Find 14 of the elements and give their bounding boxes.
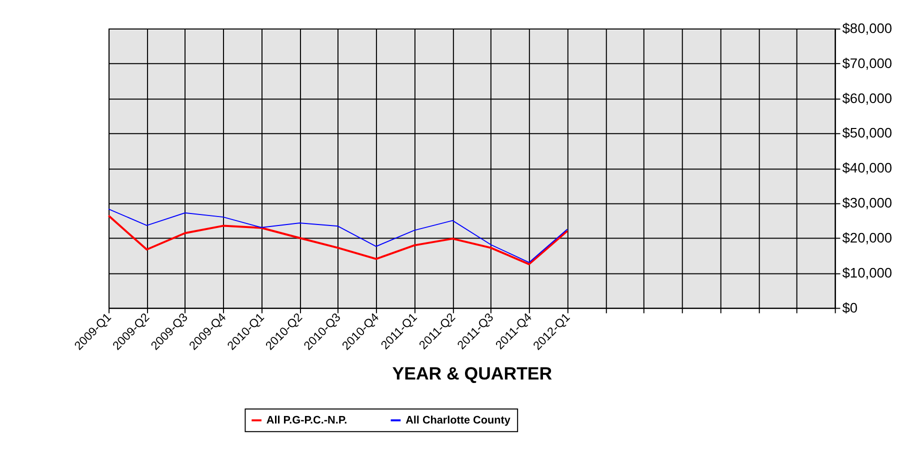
y-tick-label: $40,000 (842, 160, 892, 176)
x-axis-title: YEAR & QUARTER (392, 364, 552, 384)
y-tick-label: $80,000 (842, 20, 892, 36)
line-series (108, 208, 568, 263)
y-tick-label: $30,000 (842, 194, 892, 211)
line-series (108, 214, 568, 266)
y-tick-label: $60,000 (842, 90, 892, 106)
y-tick-label: $10,000 (842, 264, 892, 280)
legend-label: All Charlotte County (406, 414, 510, 426)
legend-label: All P.G-P.C.-N.P. (266, 414, 348, 426)
y-tick-label: $70,000 (842, 54, 892, 71)
y-tick-label: $0 (842, 299, 858, 316)
y-tick-label: $20,000 (842, 229, 892, 246)
y-tick-label: $50,000 (842, 124, 892, 141)
